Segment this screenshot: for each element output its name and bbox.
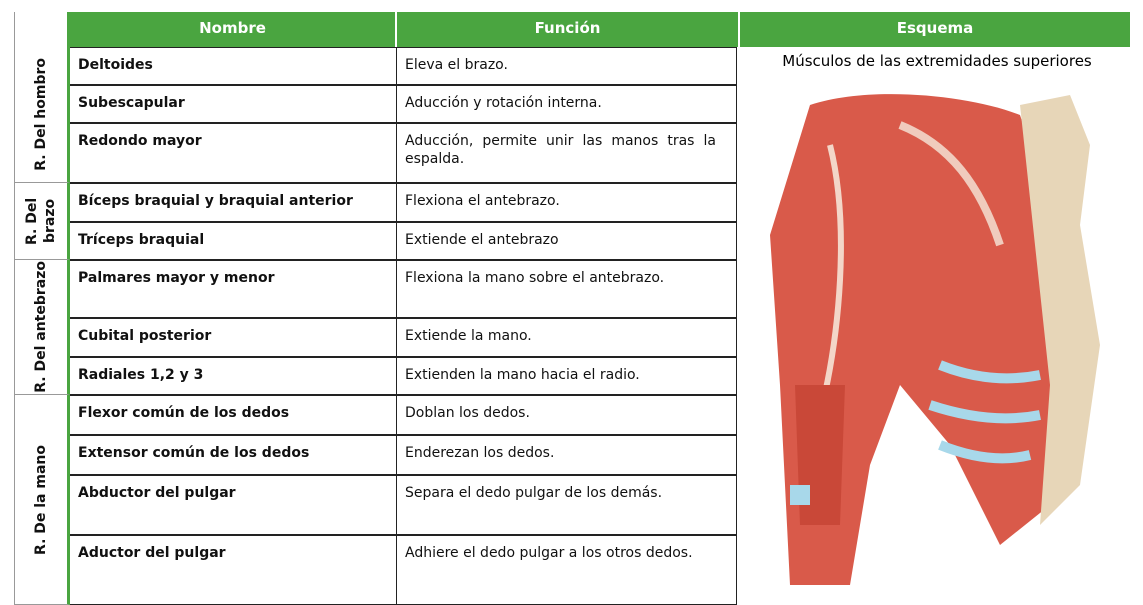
muscle-name: Palmares mayor y menor	[70, 260, 397, 318]
arm-illustration	[770, 94, 1100, 585]
muscle-name: Flexor común de los dedos	[70, 395, 397, 435]
muscle-function: Extiende el antebrazo	[396, 222, 737, 260]
muscle-function: Enderezan los dedos.	[396, 435, 737, 475]
header-scheme: Esquema	[740, 12, 1130, 47]
header-function: Función	[397, 12, 738, 47]
region-label: R. Del hombro	[14, 47, 70, 183]
muscle-name: Radiales 1,2 y 3	[70, 357, 397, 395]
muscle-name: Deltoides	[70, 47, 397, 85]
muscle-function: Eleva el brazo.	[396, 47, 737, 85]
corner-cell	[14, 12, 70, 47]
region-label: R. Del brazo	[14, 183, 70, 260]
muscle-name: Subescapular	[70, 85, 397, 123]
muscle-function: Aducción y rotación interna.	[396, 85, 737, 123]
muscle-name: Tríceps braquial	[70, 222, 397, 260]
header-name: Nombre	[70, 12, 395, 47]
region-text: R. Del brazo	[24, 197, 58, 245]
region-label: R. De la mano	[14, 395, 70, 605]
region-label: R. Del antebrazo	[14, 260, 70, 395]
muscle-name: Aductor del pulgar	[70, 535, 397, 605]
muscle-function: Doblan los dedos.	[396, 395, 737, 435]
region-text: R. Del antebrazo	[33, 261, 49, 393]
scheme-caption: Músculos de las extremidades superiores	[782, 52, 1092, 70]
muscle-function: Separa el dedo pulgar de los demás.	[396, 475, 737, 535]
muscle-name: Cubital posterior	[70, 318, 397, 357]
muscle-function: Extiende la mano.	[396, 318, 737, 357]
muscle-function: Extienden la mano hacia el radio.	[396, 357, 737, 395]
muscle-function: Flexiona el antebrazo.	[396, 183, 737, 222]
muscle-name: Redondo mayor	[70, 123, 397, 183]
muscle-function: Adhiere el dedo pulgar a los otros dedos…	[396, 535, 737, 605]
muscle-name: Abductor del pulgar	[70, 475, 397, 535]
region-text: R. De la mano	[33, 444, 49, 555]
muscle-name: Bíceps braquial y braquial anterior	[70, 183, 397, 222]
region-text: R. Del hombro	[33, 58, 49, 171]
muscle-name: Extensor común de los dedos	[70, 435, 397, 475]
muscle-function: Flexiona la mano sobre el antebrazo.	[396, 260, 737, 318]
muscle-function: Aducción, permite unir las manos tras la…	[396, 123, 737, 183]
